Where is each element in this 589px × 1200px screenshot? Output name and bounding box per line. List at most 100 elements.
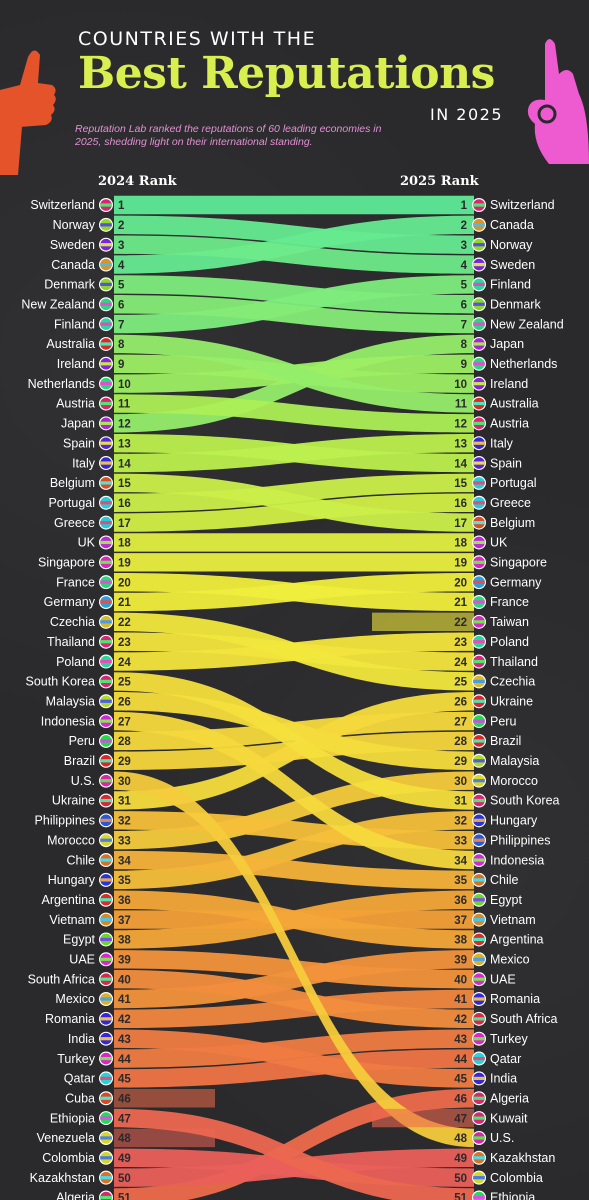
rank-band-malaysia [114,692,474,770]
flag-stripe [100,1116,112,1120]
flag-icon [99,1031,113,1046]
right-country-label: Turkey [490,1032,528,1046]
flag-stripe [473,421,485,425]
flag-icon [99,595,113,609]
flag-icon [472,773,486,788]
flag-icon [99,515,113,530]
rank-band-switzerland [114,195,474,215]
flag-icon [472,376,486,391]
left-country-label: Venezuela [37,1131,95,1145]
flag-stripe [473,540,485,545]
left-country-label: South Africa [28,972,95,986]
left-rank-number: 13 [118,438,131,450]
flag-icon [99,416,113,431]
left-rank-number: 28 [118,736,131,748]
right-country-label: Thailand [490,655,538,669]
flag-stripe [473,282,485,286]
left-country-label: UK [78,536,96,550]
flag-icon [472,416,486,431]
left-rank-number: 30 [118,776,131,788]
flag-stripe [473,957,485,961]
flag-stripe [100,878,112,882]
left-country-label: New Zealand [21,297,95,311]
rank-band-uk [114,533,474,552]
right-country-label: South Africa [490,1012,557,1026]
left-rank-number: 15 [118,478,131,490]
left-country-label: Egypt [63,933,95,947]
right-country-label: Egypt [490,893,522,907]
flag-stripe [100,1195,112,1200]
flag-stripe [473,262,485,267]
left-rank-number: 40 [118,974,131,986]
flag-icon [472,1091,486,1106]
flag-stripe [473,1136,485,1140]
flag-icon [472,317,486,332]
left-rank-number: 20 [118,577,131,589]
left-rank-number: 12 [118,419,131,431]
right-country-label: Argentina [490,933,544,947]
flag-stripe [100,401,112,406]
left-country-label: Indonesia [41,714,95,728]
flag-icon [99,1011,113,1026]
right-country-label: Ireland [490,377,528,391]
right-rank-number: 32 [454,816,467,828]
subtitle: Reputation Lab ranked the reputations of… [75,123,382,148]
left-country-label: Australia [46,337,95,351]
left-rank-number: 49 [118,1153,131,1165]
flag-stripe [473,580,485,584]
flag-icon [472,614,486,629]
flag-stripe [473,600,485,604]
right-country-label: Canada [490,218,534,232]
flag-stripe [100,838,112,842]
flag-icon [99,356,113,371]
flag-icon [99,1111,113,1126]
left-country-label: Brazil [64,754,95,768]
right-rank-number: 26 [454,696,467,708]
left-country-label: Sweden [50,238,95,252]
right-country-label: Brazil [490,734,521,748]
flag-stripe [473,401,485,406]
right-rank-number: 6 [461,299,467,311]
left-rank-number: 4 [118,260,125,272]
flag-icon [472,833,486,848]
right-rank-number: 50 [454,1173,467,1185]
flag-stripe [100,1096,112,1100]
left-rank-number: 18 [118,538,131,550]
left-country-label: UAE [69,953,95,967]
left-country-label: Ukraine [52,794,95,808]
right-rank-number: 24 [454,657,467,669]
flag-stripe [100,1136,112,1140]
left-rank-number: 35 [118,875,131,887]
rank-band-south-korea [114,672,474,810]
flag-stripe [100,798,112,803]
rank-band-u-s- [114,771,474,1148]
right-country-label: Romania [490,992,540,1006]
right-rank-number: 18 [454,538,467,550]
left-rank-number: 51 [118,1193,131,1200]
flag-stripe [100,223,112,227]
flag-icon [472,595,486,609]
right-country-label: Vietnam [490,913,536,927]
right-rank-number: 35 [454,875,467,887]
right-country-label: Morocco [490,774,538,788]
rank-band-argentina [114,890,474,949]
left-rank-number: 7 [118,319,124,331]
right-country-label: UK [490,536,508,550]
right-country-label: Algeria [490,1091,529,1105]
left-rank-number: 46 [118,1093,131,1105]
flag-icon [99,833,113,848]
flag-icon [472,1190,486,1200]
right-country-label: India [490,1072,517,1086]
flag-stripe [100,957,112,961]
right-rank-number: 5 [461,280,468,292]
left-country-label: U.S. [71,774,95,788]
flag-stripe [100,898,112,902]
right-country-label: Ukraine [490,694,533,708]
right-rank-number: 42 [454,1014,467,1026]
right-rank-number: 13 [454,438,467,450]
flag-icon [99,575,113,590]
left-country-label: Turkey [57,1052,95,1066]
flag-stripe [100,362,112,366]
right-country-label: Netherlands [490,357,557,371]
right-rank-number: 19 [454,558,467,570]
